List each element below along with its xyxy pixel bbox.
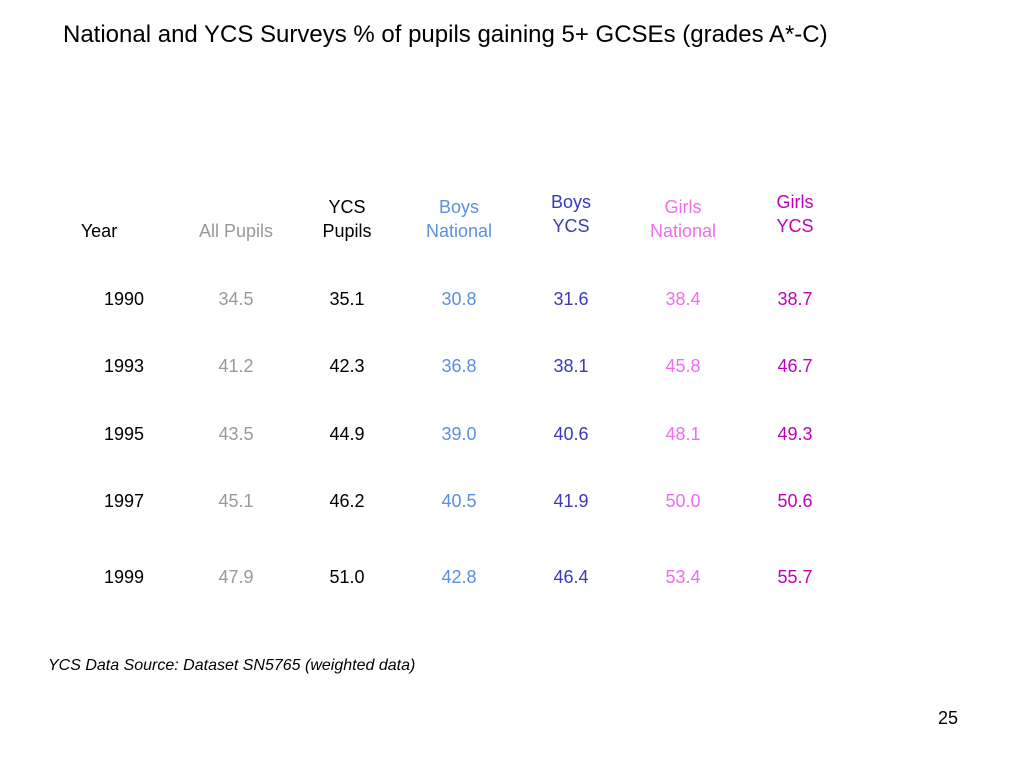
- column-header-line2: YCS: [776, 216, 814, 236]
- column-header-line1: [39, 195, 159, 219]
- data-source-note: YCS Data Source: Dataset SN5765 (weighte…: [48, 657, 416, 674]
- column-header-boys-ycs: Boys YCS: [511, 190, 631, 238]
- table-cell-girls-ycs: 50.6: [777, 491, 813, 511]
- table-cell-boys-national: 30.8: [441, 289, 477, 309]
- table-cell-year: 1997: [103, 491, 145, 511]
- table-cell-year: 1995: [103, 424, 145, 444]
- table-cell-boys-ycs: 41.9: [553, 491, 589, 511]
- column-header-line2: Pupils: [322, 221, 372, 241]
- table-cell-boys-ycs: 40.6: [553, 424, 589, 444]
- table-cell-boys-national: 42.8: [441, 567, 477, 587]
- column-header-boys-national: Boys National: [399, 195, 519, 243]
- table-cell-year: 1999: [103, 567, 145, 587]
- column-header-line1: Girls: [664, 197, 702, 217]
- column-header-line1: Girls: [776, 192, 814, 212]
- table-cell-girls-ycs: 46.7: [777, 356, 813, 376]
- table-cell-ycs-pupils: 51.0: [329, 567, 365, 587]
- column-header-year: Year: [39, 195, 159, 243]
- column-header-line2: National: [425, 221, 493, 241]
- column-header-line2: National: [649, 221, 717, 241]
- column-header-line1: Boys: [438, 197, 480, 217]
- table-cell-boys-ycs: 31.6: [553, 289, 589, 309]
- table-cell-boys-national: 40.5: [441, 491, 477, 511]
- table-cell-boys-ycs: 38.1: [553, 356, 589, 376]
- table-cell-girls-national: 48.1: [665, 424, 701, 444]
- table-cell-ycs-pupils: 44.9: [329, 424, 365, 444]
- table-cell-girls-ycs: 49.3: [777, 424, 813, 444]
- table-cell-ycs-pupils: 42.3: [329, 356, 365, 376]
- table-cell-boys-national: 36.8: [441, 356, 477, 376]
- page-number: 25: [938, 708, 959, 728]
- column-header-line1: [176, 195, 296, 219]
- table-cell-year: 1993: [103, 356, 145, 376]
- column-header-girls-ycs: Girls YCS: [735, 190, 855, 238]
- table-cell-boys-national: 39.0: [441, 424, 477, 444]
- table-cell-girls-ycs: 38.7: [777, 289, 813, 309]
- column-header-girls-national: Girls National: [623, 195, 743, 243]
- table-cell-girls-national: 53.4: [665, 567, 701, 587]
- table-cell-ycs-pupils: 35.1: [329, 289, 365, 309]
- column-header-line1: Boys: [550, 192, 592, 212]
- table-cell-boys-ycs: 46.4: [553, 567, 589, 587]
- column-header-line2: YCS: [552, 216, 590, 236]
- table-cell-all-pupils: 45.1: [218, 491, 254, 511]
- table-cell-girls-national: 50.0: [665, 491, 701, 511]
- table-cell-ycs-pupils: 46.2: [329, 491, 365, 511]
- slide-title: National and YCS Surveys % of pupils gai…: [63, 21, 828, 48]
- column-header-ycs-pupils: YCS Pupils: [287, 195, 407, 243]
- column-header-all-pupils: All Pupils: [176, 195, 296, 243]
- table-cell-year: 1990: [103, 289, 145, 309]
- table-cell-all-pupils: 47.9: [218, 567, 254, 587]
- table-cell-girls-ycs: 55.7: [777, 567, 813, 587]
- table-cell-all-pupils: 43.5: [218, 424, 254, 444]
- table-cell-all-pupils: 34.5: [218, 289, 254, 309]
- column-header-line1: YCS: [328, 197, 366, 217]
- table-cell-girls-national: 38.4: [665, 289, 701, 309]
- table-cell-girls-national: 45.8: [665, 356, 701, 376]
- column-header-line2: All Pupils: [198, 221, 274, 241]
- table-cell-all-pupils: 41.2: [218, 356, 254, 376]
- column-header-line2: Year: [80, 221, 118, 241]
